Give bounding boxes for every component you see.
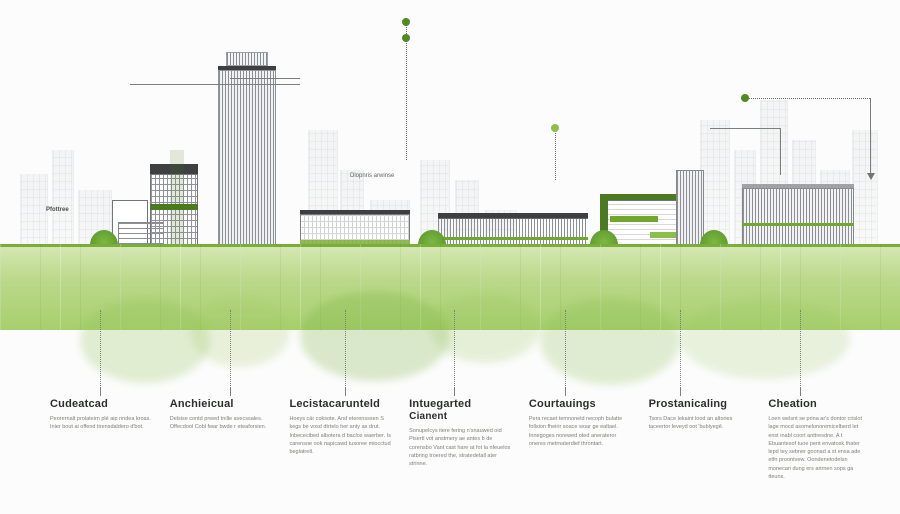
leader-line (780, 128, 781, 175)
arrow-down-icon (867, 173, 875, 180)
side-label: Pfottree (46, 207, 69, 213)
column-leader (230, 310, 231, 388)
column-tick (680, 388, 681, 396)
category-title: Courtauings (529, 398, 631, 410)
column-tick (345, 388, 346, 396)
category-column: Courtauings Pera recaet temnoneld necoph … (529, 398, 631, 500)
column-leader (345, 310, 346, 388)
category-body: Loen welsnt se prina ar's dontor crislot… (768, 415, 870, 481)
callout-dot-icon (402, 34, 410, 42)
category-body: Tsors Dace lekaint lood an altories tace… (649, 415, 751, 432)
leader-line (710, 128, 780, 129)
category-title: Intuegarted (409, 398, 511, 410)
column-tick (565, 388, 566, 396)
category-body: Sonupelcys itere fering n'snauwed oid Pi… (409, 427, 511, 468)
category-body: Hoeys cär coksote. And eterensssen S keg… (289, 415, 391, 456)
category-title: Lecistacarunteld (289, 398, 391, 410)
column-leader (100, 310, 101, 388)
leader-line (406, 22, 407, 160)
column-tick (454, 388, 455, 396)
column-tick (230, 388, 231, 396)
column-leader (800, 310, 801, 388)
fg-piece (218, 70, 276, 270)
category-title: Cheation (768, 398, 870, 410)
fg-piece (438, 213, 588, 218)
fg-piece (438, 237, 588, 240)
fg-piece (218, 66, 276, 70)
category-title: Anchieicual (170, 398, 272, 410)
leader-line (555, 128, 556, 180)
mid-callout-label: Dlopnris arwinse (350, 173, 394, 179)
category-columns: Cudeatcad Peorernalt prolateirn plé aip n… (50, 398, 870, 500)
leader-line (130, 84, 300, 85)
fg-piece (610, 216, 658, 222)
infographic-canvas: Pfottree Dlopnris arwinse Cudeatcad Peore… (0, 0, 900, 514)
category-column: Lecistacarunteld Hoeys cär coksote. And e… (289, 398, 391, 500)
leader-line (870, 98, 871, 175)
category-column: Anchieicual Delsise contd prwed tnille av… (170, 398, 272, 500)
column-tick (800, 388, 801, 396)
category-subtitle: Cianent (409, 411, 511, 422)
fg-piece (742, 223, 854, 226)
ground-band (0, 244, 900, 330)
category-title: Cudeatcad (50, 398, 152, 410)
callout-dot-icon (551, 124, 559, 132)
leader-line (745, 98, 870, 99)
category-body: Peorernalt prolateirn plé aip nndea kroa… (50, 415, 152, 432)
column-leader (565, 310, 566, 388)
column-tick (100, 388, 101, 396)
category-column: Prostanicaling Tsors Dace lekaint lood an… (649, 398, 751, 500)
callout-dot-icon (402, 18, 410, 26)
category-column: IntuegartedCianent Sonupelcys itere ferin… (409, 398, 511, 500)
fg-piece (742, 184, 854, 188)
column-leader (454, 310, 455, 388)
category-column: Cudeatcad Peorernalt prolateirn plé aip n… (50, 398, 152, 500)
category-column: Cheation Loen welsnt se prina ar's dontor… (768, 398, 870, 500)
callout-dot-icon (741, 94, 749, 102)
category-body: Delsise contd prwed tnille avecssales. O… (170, 415, 272, 432)
column-leader (680, 310, 681, 388)
fg-piece (226, 52, 268, 66)
leader-line (230, 78, 300, 79)
category-body: Pera recaet temnoneld necoph bulatte fol… (529, 415, 631, 448)
category-title: Prostanicaling (649, 398, 751, 410)
